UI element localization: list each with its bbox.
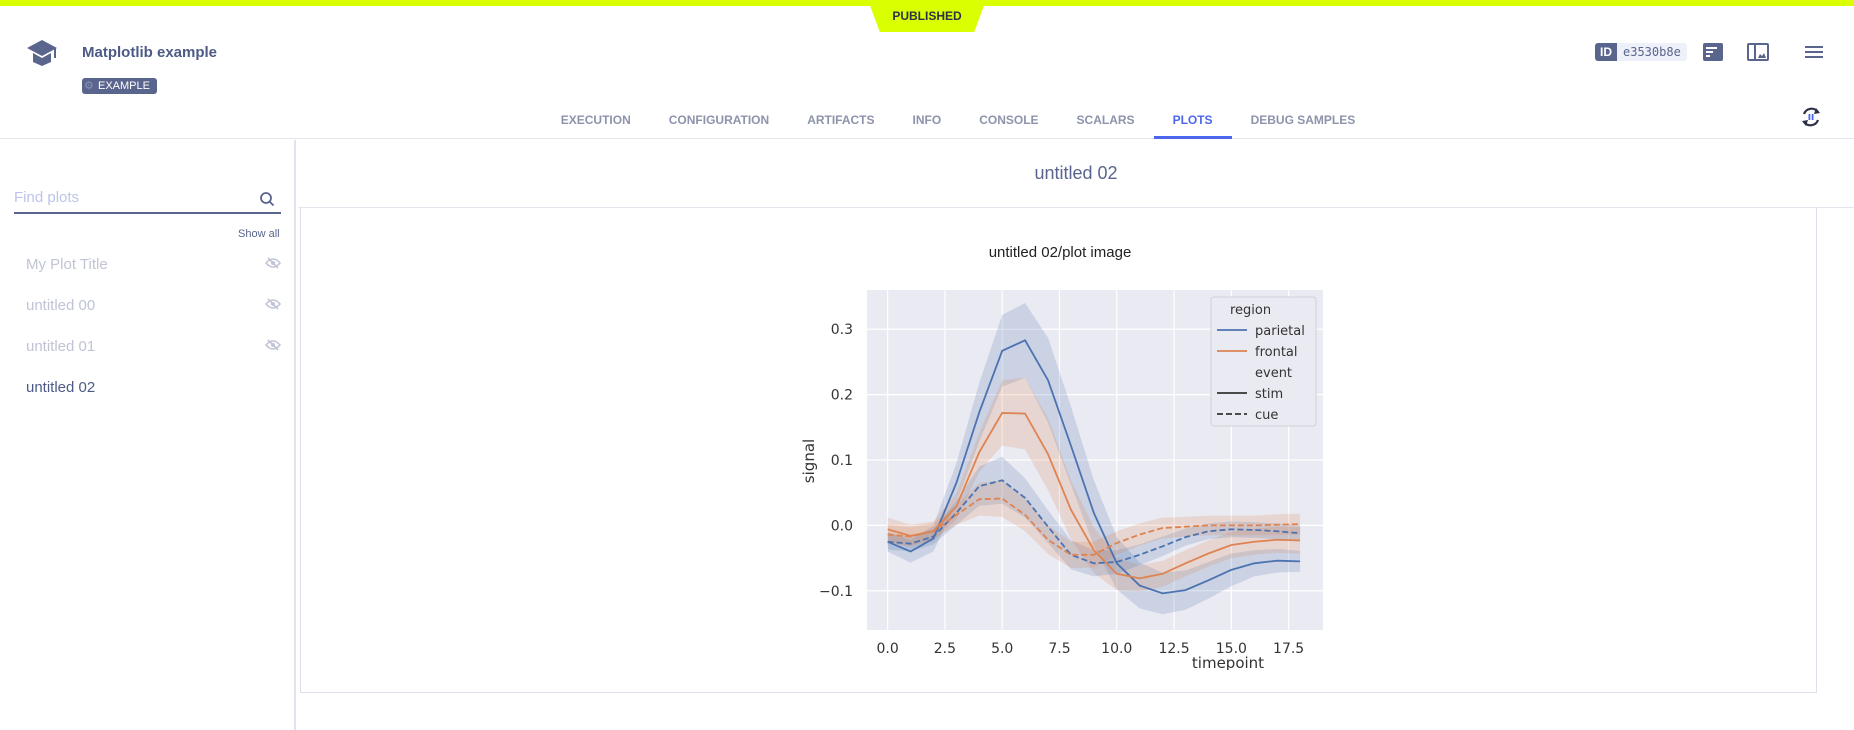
eye-off-icon[interactable]	[264, 297, 282, 314]
plot-title: untitled 02/plot image	[988, 244, 1132, 261]
details-panel-icon[interactable]	[1702, 43, 1724, 61]
eye-off-icon[interactable]	[264, 338, 282, 355]
tab-scalars[interactable]: SCALARS	[1076, 113, 1135, 127]
example-tag[interactable]: ⚙ EXAMPLE	[82, 78, 157, 94]
y-tick-label: −0.1	[819, 584, 853, 600]
tab-bar: EXECUTION CONFIGURATION ARTIFACTS INFO C…	[0, 103, 1854, 139]
x-tick-label: 17.5	[1273, 641, 1304, 657]
plot-list-item[interactable]: untitled 02	[26, 375, 281, 399]
menu-icon[interactable]	[1803, 43, 1825, 61]
id-label: ID	[1595, 43, 1617, 61]
plot-list-item[interactable]: My Plot Title	[26, 252, 282, 276]
y-tick-label: 0.3	[831, 322, 853, 338]
find-plots-search	[14, 186, 281, 214]
legend-title-region: region	[1230, 303, 1271, 318]
plot-list-item[interactable]: untitled 00	[26, 293, 282, 317]
tab-console[interactable]: CONSOLE	[979, 113, 1039, 127]
gear-icon: ⚙	[84, 80, 94, 92]
auto-refresh-pause-icon[interactable]	[1800, 106, 1822, 128]
line-chart: −0.1 0.0 0.1 0.2 0.3 0.0 2.5 5.0 7.5 10.0 12.5 15.0…	[800, 290, 1323, 670]
find-plots-input[interactable]	[14, 186, 244, 206]
series-line-frontal-cue	[887, 497, 1301, 556]
id-badge[interactable]: ID e3530b8e	[1595, 43, 1687, 61]
plots-sidebar	[0, 140, 296, 730]
legend-entry-frontal: frontal	[1255, 345, 1298, 360]
search-icon[interactable]	[259, 191, 275, 207]
plot-list-item-label: untitled 00	[26, 296, 96, 314]
graduation-cap-icon	[27, 40, 57, 66]
tab-info[interactable]: INFO	[912, 113, 942, 127]
x-tick-label: 2.5	[934, 641, 956, 657]
x-tick-label: 15.0	[1216, 641, 1247, 657]
x-tick-label: 0.0	[876, 641, 898, 657]
series-line-parietal-stim	[887, 339, 1301, 595]
legend-title-event: event	[1255, 366, 1292, 381]
y-tick-label: 0.0	[831, 518, 853, 534]
legend-entry-cue: cue	[1255, 408, 1278, 423]
series-line-frontal-stim	[887, 412, 1301, 580]
id-value: e3530b8e	[1617, 43, 1687, 61]
y-tick-label: 0.1	[831, 453, 853, 469]
layout-toggle-icon[interactable]	[1747, 43, 1769, 61]
series-line-parietal-cue	[887, 479, 1301, 565]
y-tick-label: 0.2	[831, 388, 853, 404]
tab-configuration[interactable]: CONFIGURATION	[668, 113, 770, 127]
x-tick-label: 10.0	[1101, 641, 1132, 657]
plot-list-item-label: untitled 02	[26, 378, 96, 396]
confidence-band-frontal-cue	[887, 480, 1301, 568]
x-axis-label: timepoint	[1192, 654, 1264, 670]
plot-group-title: untitled 02	[298, 140, 1854, 208]
plot-list-item-label: untitled 01	[26, 337, 96, 355]
y-axis-label: signal	[800, 439, 818, 483]
eye-off-icon[interactable]	[264, 256, 282, 273]
published-badge: PUBLISHED	[868, 0, 986, 32]
show-all-link[interactable]: Show all	[238, 228, 280, 240]
x-tick-label: 7.5	[1048, 641, 1070, 657]
legend-entry-stim: stim	[1255, 387, 1283, 402]
x-tick-label: 5.0	[991, 641, 1013, 657]
tab-plots[interactable]: PLOTS	[1153, 103, 1232, 139]
tab-debug-samples[interactable]: DEBUG SAMPLES	[1250, 113, 1356, 127]
experiment-title: Matplotlib example	[82, 44, 218, 61]
plot-list-item-label: My Plot Title	[26, 255, 108, 273]
tab-artifacts[interactable]: ARTIFACTS	[807, 113, 875, 127]
confidence-band-parietal-cue	[887, 456, 1301, 577]
tab-execution[interactable]: EXECUTION	[560, 113, 631, 127]
legend-entry-parietal: parietal	[1255, 324, 1305, 339]
tag-label: EXAMPLE	[98, 80, 150, 92]
legend: region parietal frontal event stim cue	[1210, 296, 1317, 427]
plot-list-item[interactable]: untitled 01	[26, 334, 282, 358]
header	[0, 6, 1854, 139]
plot-panel	[300, 208, 1817, 693]
x-tick-label: 12.5	[1158, 641, 1189, 657]
